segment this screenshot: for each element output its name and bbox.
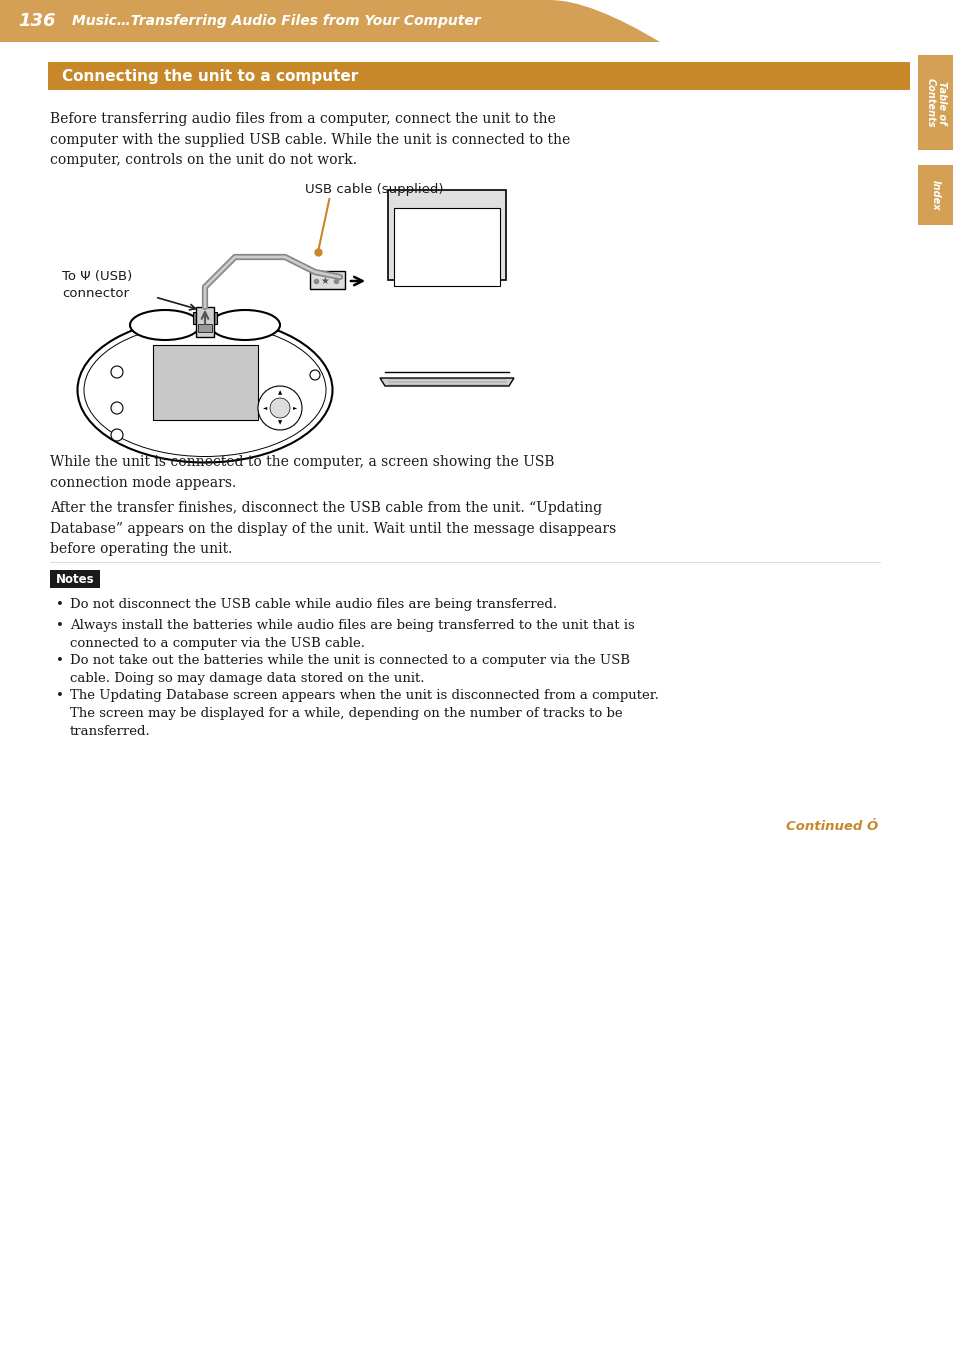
- Ellipse shape: [210, 310, 280, 340]
- Polygon shape: [379, 378, 514, 386]
- Text: Continued Ó: Continued Ó: [785, 821, 877, 833]
- Text: ★: ★: [320, 275, 329, 286]
- Bar: [48, 62, 909, 90]
- Ellipse shape: [77, 318, 333, 463]
- Bar: [388, 190, 505, 279]
- Circle shape: [111, 429, 123, 441]
- Ellipse shape: [84, 323, 326, 456]
- Bar: [0, 0, 953, 42]
- Text: Notes: Notes: [55, 573, 94, 585]
- Text: ◄: ◄: [263, 406, 267, 411]
- Circle shape: [111, 401, 123, 414]
- Text: connector: connector: [62, 286, 129, 300]
- Text: To Ψ (USB): To Ψ (USB): [62, 270, 132, 284]
- Text: Index: Index: [930, 179, 940, 210]
- Bar: [195, 307, 213, 337]
- Text: •: •: [56, 653, 64, 666]
- Circle shape: [111, 366, 123, 378]
- Text: Do not take out the batteries while the unit is connected to a computer via the : Do not take out the batteries while the …: [70, 653, 629, 685]
- Bar: [152, 345, 257, 421]
- Text: •: •: [56, 618, 64, 632]
- Text: 136: 136: [18, 12, 55, 30]
- Text: ▲: ▲: [277, 390, 282, 396]
- Text: Do not disconnect the USB cable while audio files are being transferred.: Do not disconnect the USB cable while au…: [70, 597, 557, 611]
- PathPatch shape: [550, 0, 953, 42]
- Circle shape: [257, 386, 302, 430]
- Text: Music…Transferring Audio Files from Your Computer: Music…Transferring Audio Files from Your…: [71, 14, 480, 27]
- Text: While the unit is connected to the computer, a screen showing the USB
connection: While the unit is connected to the compu…: [50, 455, 554, 489]
- Text: •: •: [56, 597, 64, 611]
- Ellipse shape: [130, 310, 200, 340]
- Text: Always install the batteries while audio files are being transferred to the unit: Always install the batteries while audio…: [70, 618, 634, 649]
- Bar: [917, 55, 953, 149]
- Text: ▼: ▼: [277, 421, 282, 426]
- Circle shape: [310, 370, 319, 379]
- Text: Table of
Contents: Table of Contents: [924, 78, 945, 127]
- Bar: [310, 271, 345, 289]
- Text: Before transferring audio files from a computer, connect the unit to the
compute: Before transferring audio files from a c…: [50, 112, 570, 167]
- Text: The Updating Database screen appears when the unit is disconnected from a comput: The Updating Database screen appears whe…: [70, 689, 659, 737]
- Bar: [198, 323, 212, 332]
- Text: •: •: [56, 689, 64, 701]
- Bar: [50, 570, 100, 588]
- Bar: [394, 208, 499, 286]
- Circle shape: [270, 399, 290, 418]
- Bar: [917, 164, 953, 225]
- Text: ►: ►: [293, 406, 296, 411]
- Bar: [193, 312, 216, 323]
- Bar: [196, 314, 213, 322]
- Text: Connecting the unit to a computer: Connecting the unit to a computer: [62, 68, 358, 84]
- Text: After the transfer finishes, disconnect the USB cable from the unit. “Updating
D: After the transfer finishes, disconnect …: [50, 501, 616, 556]
- Text: USB cable (supplied): USB cable (supplied): [305, 184, 443, 196]
